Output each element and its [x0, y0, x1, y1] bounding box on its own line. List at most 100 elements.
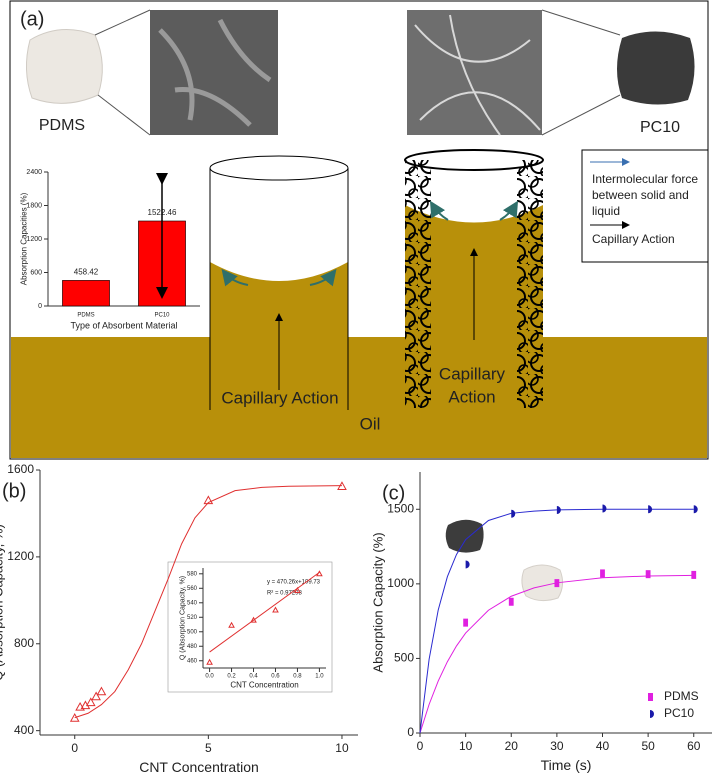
point — [203, 495, 214, 505]
x-tick-label: 60 — [687, 739, 701, 753]
point — [316, 570, 323, 577]
point — [337, 481, 347, 490]
fit-curve — [209, 571, 320, 653]
cnt-network — [405, 160, 431, 408]
x-tick-label: 0 — [71, 741, 78, 755]
y-axis-label: Absorption Capacity (%) — [371, 532, 386, 672]
y-tick-label: 560 — [187, 586, 198, 592]
x-tick-label: 5 — [205, 741, 212, 755]
arrow — [499, 200, 519, 221]
x-tick-label: 10 — [335, 741, 349, 755]
y-tick-label: 1500 — [387, 501, 414, 515]
cylinder-label: Action — [448, 387, 495, 406]
arrow — [309, 268, 337, 287]
legend-text: Intermolecular force — [592, 172, 698, 186]
annotation: R² = 0.97298 — [267, 591, 303, 597]
y-tick-label: 800 — [14, 636, 34, 650]
x-tick-label: 0.4 — [249, 674, 258, 680]
y-tick-label: 600 — [30, 269, 42, 276]
sample-label: PC10 — [640, 119, 680, 136]
x-axis-label: CNT Concentration — [139, 759, 259, 775]
point — [600, 569, 605, 578]
y-tick-label: 500 — [187, 629, 198, 635]
x-tick-label: 0.2 — [227, 674, 236, 680]
sem-texture — [158, 18, 272, 127]
legend-marker — [650, 710, 654, 718]
x-tick-label: 1.0 — [315, 674, 324, 680]
y-axis-label: Q (Absorption Capacity, %) — [179, 576, 186, 660]
point — [85, 697, 96, 707]
cylinder-label: Capillary — [439, 364, 506, 383]
y-tick-label: 540 — [187, 600, 198, 606]
legend-box — [581, 149, 709, 263]
pc10-sample — [445, 519, 484, 553]
y-axis-label: Q (Absorption Capacity, %) — [0, 524, 6, 681]
x-tick-label: 10 — [459, 739, 473, 753]
panel-label: (c) — [382, 482, 405, 504]
zoom-line — [94, 9, 151, 36]
point — [294, 586, 301, 593]
point — [691, 570, 697, 579]
arrow — [221, 268, 249, 287]
zoom-line — [97, 94, 151, 136]
y-tick-label: 1000 — [387, 576, 414, 590]
pc10-sample — [617, 31, 695, 105]
x-axis-label: Time (s) — [541, 757, 592, 773]
legend-text: Capillary Action — [592, 232, 675, 246]
x-tick-label: PC10 — [154, 313, 170, 319]
arrow — [429, 200, 449, 221]
x-tick-label: 0 — [417, 739, 424, 753]
y-tick-label: 1800 — [26, 202, 42, 209]
point — [645, 570, 651, 579]
y-tick-label: 1200 — [26, 236, 42, 243]
y-tick-label: 1600 — [7, 462, 34, 476]
oil — [11, 337, 707, 458]
point — [511, 509, 516, 518]
y-tick-label: 500 — [394, 651, 414, 665]
y-tick-label: 520 — [187, 615, 198, 621]
point — [91, 691, 101, 701]
y-tick-label: 1200 — [7, 549, 34, 563]
point — [554, 579, 560, 588]
point — [463, 618, 469, 627]
y-tick-label: 580 — [187, 571, 198, 577]
sem-texture — [414, 14, 541, 136]
x-tick-label: 50 — [641, 739, 655, 753]
y-tick-label: 480 — [187, 644, 198, 650]
zoom-line — [541, 94, 621, 136]
x-axis-label: CNT Concentration — [230, 681, 298, 690]
y-tick-label: 0 — [407, 725, 414, 739]
x-tick-label: 40 — [596, 739, 610, 753]
pdms-sample — [521, 564, 564, 602]
x-axis-label: Type of Absorbent Material — [70, 321, 177, 331]
point — [693, 505, 698, 514]
legend-text: between solid and — [592, 188, 689, 202]
point — [508, 597, 514, 606]
bar — [62, 280, 110, 307]
pdms-sample — [26, 29, 103, 104]
fit-curve — [74, 485, 342, 719]
sample-label: PDMS — [39, 117, 85, 134]
legend-label: PC10 — [664, 706, 694, 720]
value-label: 458.42 — [74, 268, 99, 277]
panel-label: (a) — [20, 8, 44, 30]
y-tick-label: 2400 — [26, 169, 42, 176]
x-tick-label: 30 — [550, 739, 564, 753]
y-tick-label: 400 — [14, 723, 34, 737]
cylinder-label: Capillary Action — [221, 388, 338, 407]
cylinder-top — [209, 155, 349, 181]
point — [69, 713, 80, 722]
oil-label: Oil — [360, 414, 381, 433]
y-axis-label: Absorption Capacities (%) — [19, 192, 28, 285]
point — [272, 606, 279, 613]
fit-curve — [419, 574, 694, 734]
point — [556, 506, 561, 515]
annotation: y = 470.26x+109.73 — [267, 580, 321, 586]
point — [648, 505, 653, 514]
panel-label: (b) — [2, 480, 26, 502]
cnt-network — [517, 160, 543, 408]
point — [96, 686, 107, 696]
